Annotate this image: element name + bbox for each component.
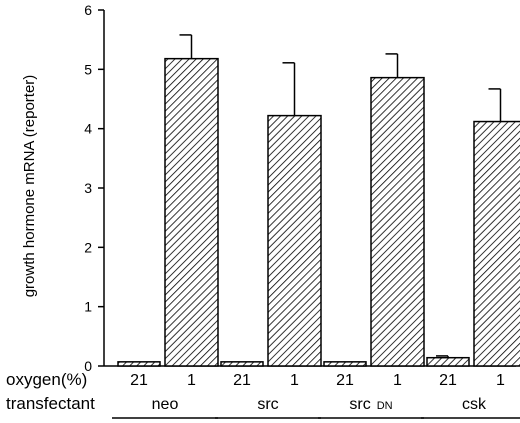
oxygen-label: 1: [496, 372, 505, 389]
oxygen-label: 21: [336, 372, 354, 389]
bar: [473, 120, 520, 367]
y-tick-label: 6: [84, 2, 92, 18]
bar: [220, 361, 264, 367]
y-tick-label: 1: [84, 299, 92, 315]
bars: [117, 34, 520, 367]
oxygen-label: 21: [130, 372, 148, 389]
oxygen-label: 1: [290, 372, 299, 389]
y-tick-label: 2: [84, 239, 92, 255]
oxygen-label: 1: [187, 372, 196, 389]
bar: [267, 114, 322, 367]
transfectant-label: src: [257, 396, 278, 413]
transfectant-label: src DN: [349, 396, 392, 413]
transfectant-row-label: transfectant: [6, 394, 95, 413]
bar: [164, 57, 219, 367]
bar: [323, 361, 367, 367]
y-tick-label: 0: [84, 358, 92, 374]
bar: [117, 361, 161, 367]
y-tick-label: 5: [84, 61, 92, 77]
y-tick-label: 3: [84, 180, 92, 196]
transfectant-label: csk: [462, 396, 487, 413]
y-tick-label: 4: [84, 121, 92, 137]
bar: [370, 76, 425, 367]
oxygen-label: 21: [233, 372, 251, 389]
transfectant-suffix: DN: [377, 400, 393, 412]
oxygen-label: 1: [393, 372, 402, 389]
bar: [426, 356, 470, 367]
transfectant-label: neo: [152, 396, 179, 413]
oxygen-row-label: oxygen(%): [6, 370, 87, 389]
oxygen-label: 21: [439, 372, 457, 389]
y-axis-label: growth hormone mRNA (reporter): [21, 75, 38, 298]
